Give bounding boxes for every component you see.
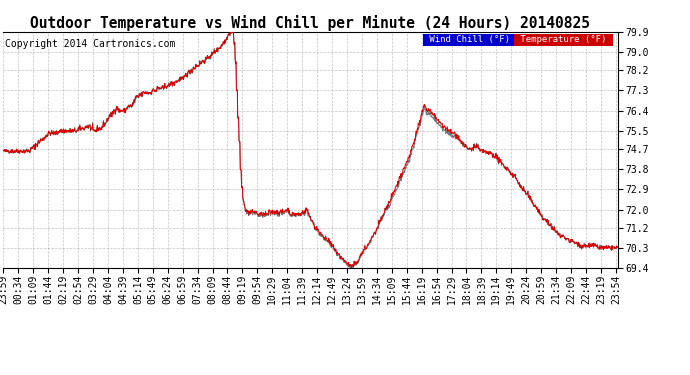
Text: Copyright 2014 Cartronics.com: Copyright 2014 Cartronics.com bbox=[5, 39, 175, 49]
Text: Wind Chill (°F): Wind Chill (°F) bbox=[424, 35, 515, 44]
Text: Temperature (°F): Temperature (°F) bbox=[515, 35, 612, 44]
Title: Outdoor Temperature vs Wind Chill per Minute (24 Hours) 20140825: Outdoor Temperature vs Wind Chill per Mi… bbox=[30, 15, 591, 31]
